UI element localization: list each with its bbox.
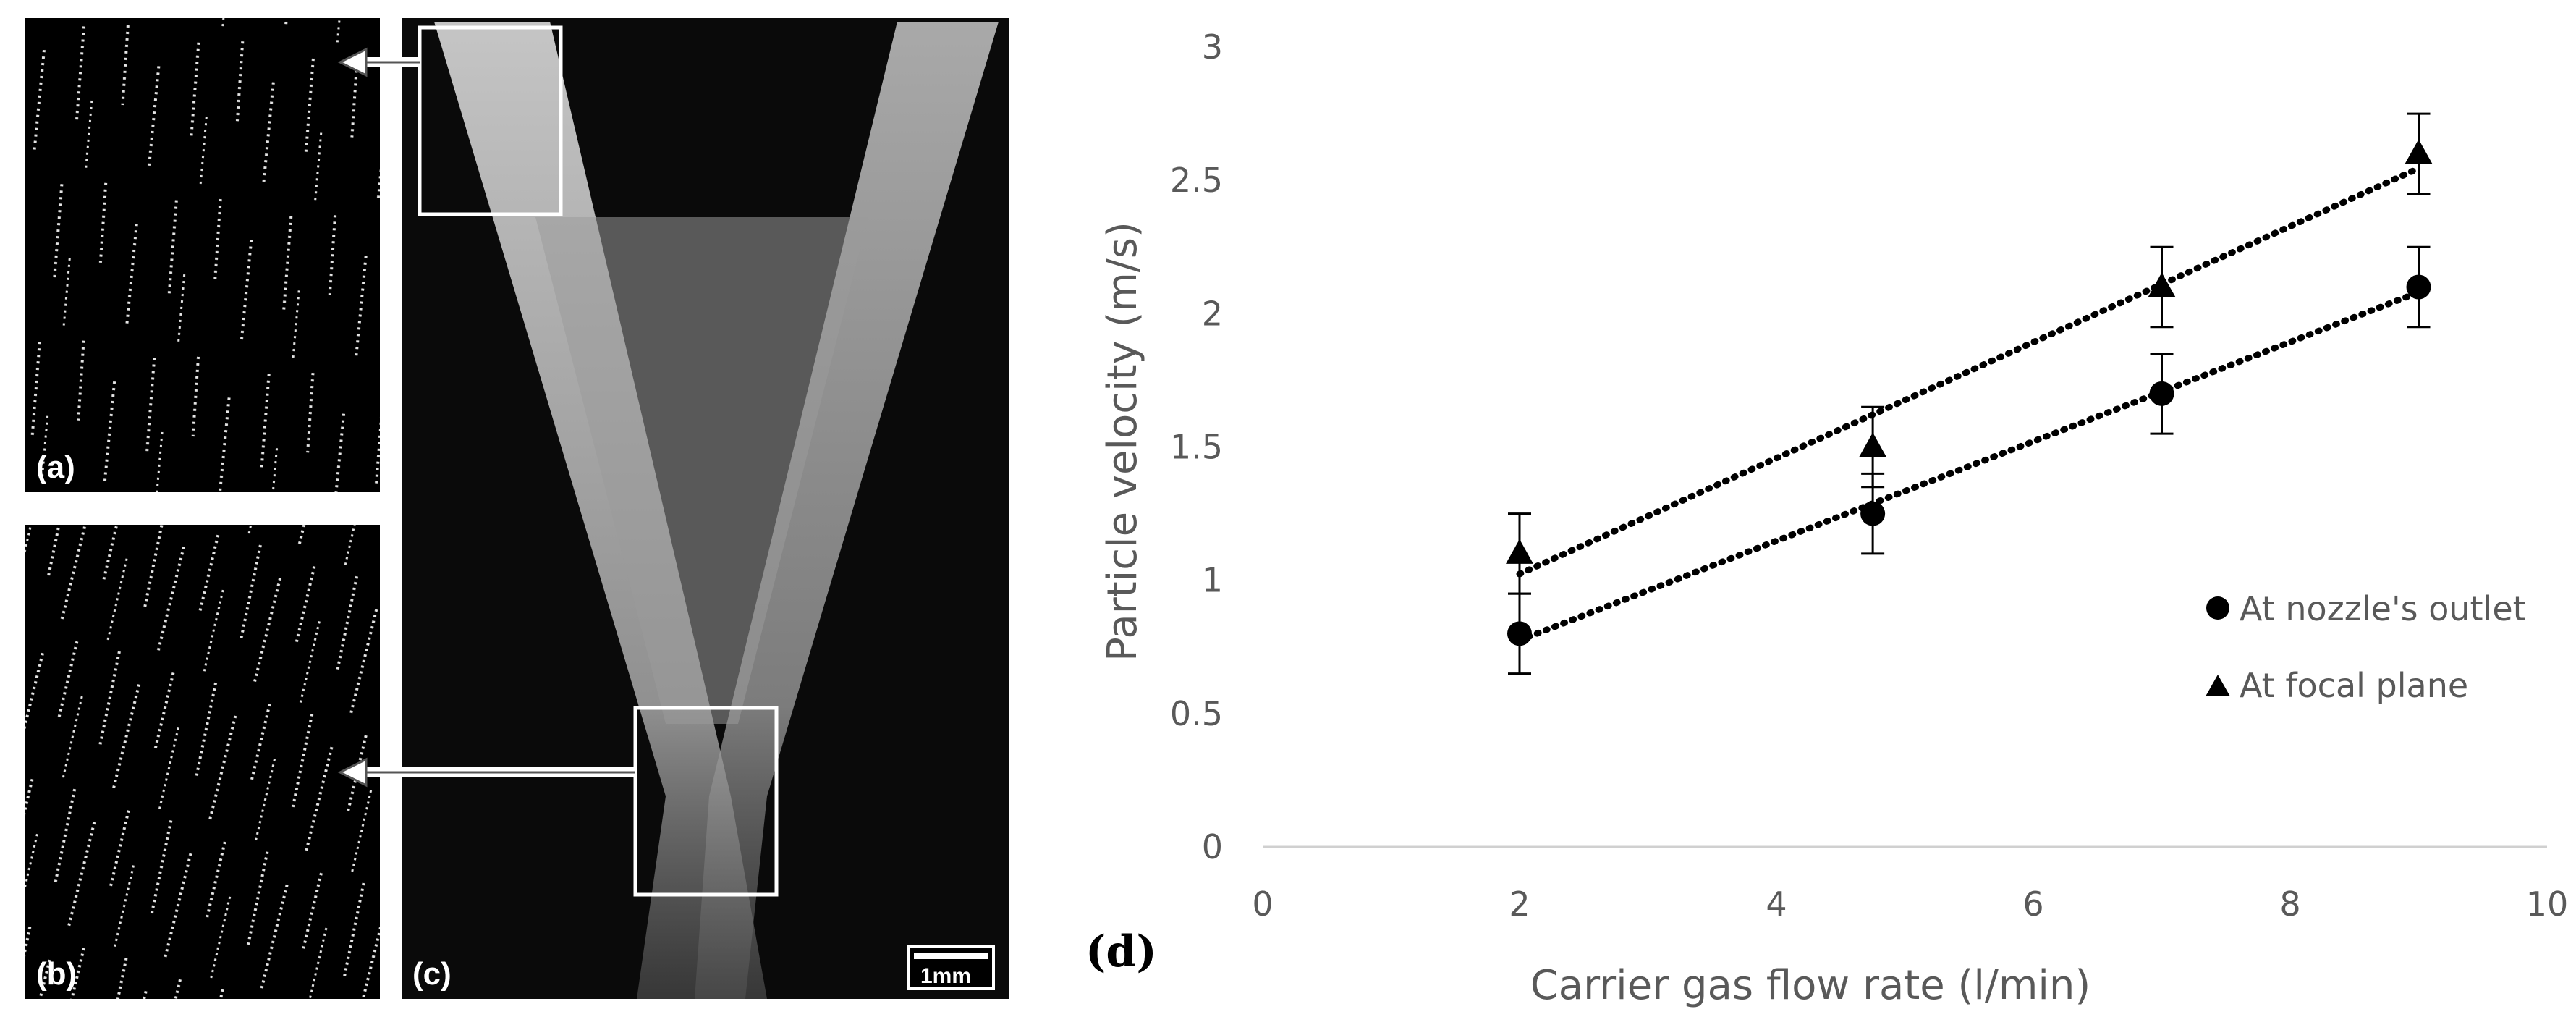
trendline-series-1 (1516, 165, 2422, 578)
spray-cone (434, 22, 767, 999)
x-tick-label: 0 (1252, 885, 1273, 924)
legend-entry-focal: At focal plane (2240, 666, 2468, 705)
spray-cone-right (695, 22, 999, 999)
panel-b: (b) (25, 525, 380, 999)
inset-box-top (418, 25, 563, 216)
y-tick-label: 2 (1202, 294, 1223, 333)
data-point-nozzle (1860, 501, 1886, 526)
data-point-focal (1859, 432, 1887, 457)
x-tick-label: 10 (2526, 885, 2569, 924)
trendlines (1516, 165, 2422, 644)
panel-c: 1mm (c) (402, 18, 1009, 999)
panel-a-label: (a) (36, 450, 75, 485)
x-tick-label: 8 (2279, 885, 2300, 924)
x-tick-label: 6 (2022, 885, 2043, 924)
data-point-nozzle (2406, 274, 2431, 300)
data-point-focal (2148, 272, 2176, 297)
chart: 0 0.5 1 1.5 2 2.5 3 0 2 4 6 8 10 Carrier gas flow r… (1085, 28, 2568, 1009)
panel-d-label: (d) (1085, 927, 1157, 977)
arrow-top (337, 47, 420, 77)
y-tick-label: 2.5 (1170, 161, 1223, 200)
y-axis-title: Particle velocity (m/s) (1099, 221, 1146, 662)
panel-b-streaks (25, 525, 380, 999)
y-tick-label: 1.5 (1170, 428, 1223, 467)
trendline-series-0 (1516, 289, 2422, 644)
y-tick-label: 0.5 (1170, 694, 1223, 733)
x-tick-label: 2 (1509, 885, 1530, 924)
data-point-nozzle (1507, 621, 1532, 646)
x-tick-label: 4 (1766, 885, 1787, 924)
panel-a: (a) (25, 18, 380, 492)
x-axis-title: Carrier gas flow rate (l/min) (1530, 962, 2091, 1009)
legend-entry-nozzle: At nozzle's outlet (2240, 589, 2526, 628)
panel-c-label: (c) (412, 956, 452, 992)
inset-box-bottom (633, 706, 779, 897)
x-ticks: 0 2 4 6 8 10 (1252, 885, 2568, 924)
data-points (1506, 139, 2433, 646)
data-point-nozzle (2149, 381, 2174, 406)
y-tick-label: 0 (1202, 827, 1223, 866)
legend-marker-nozzle (2206, 596, 2229, 620)
scale-bar-label: 1mm (920, 964, 971, 988)
scale-bar (914, 953, 988, 959)
y-tick-label: 3 (1202, 28, 1223, 67)
data-point-focal (1506, 539, 1533, 564)
y-ticks: 0 0.5 1 1.5 2 2.5 3 (1170, 28, 1223, 866)
y-tick-label: 1 (1202, 561, 1223, 600)
legend-marker-focal (2206, 675, 2230, 696)
arrow-bottom (337, 757, 635, 788)
data-point-focal (2405, 139, 2433, 164)
panel-b-label: (b) (36, 956, 77, 992)
spray-core (535, 217, 868, 724)
panel-a-streaks (25, 18, 380, 492)
legend: At nozzle's outlet At focal plane (2206, 589, 2526, 705)
